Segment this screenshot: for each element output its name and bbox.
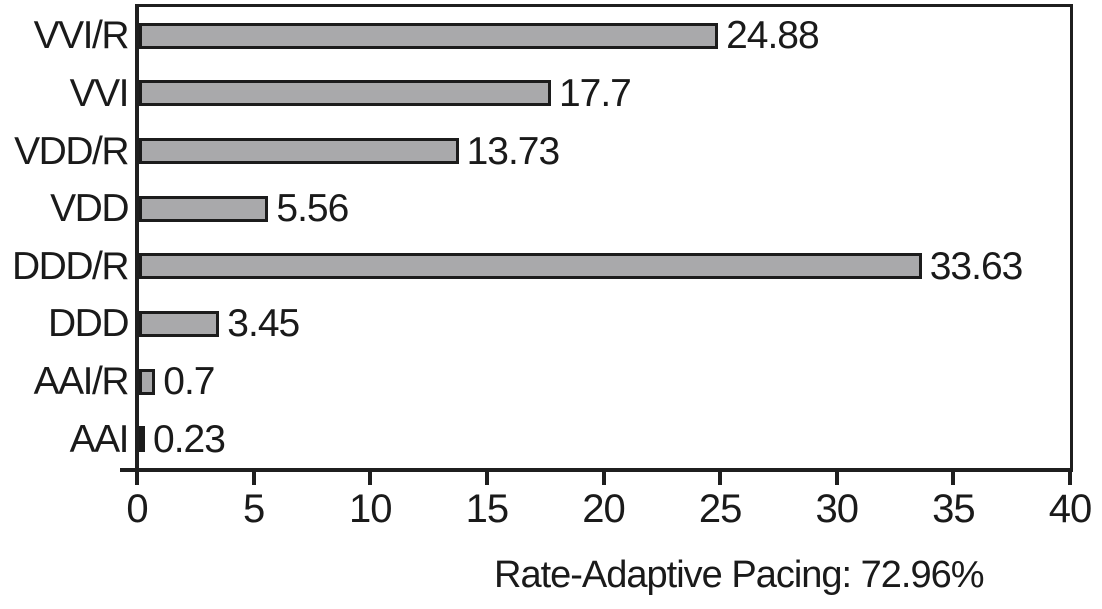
- category-label-vdd-r: VDD/R: [14, 129, 129, 173]
- y-axis-category-labels: VVI/R VVI VDD/R VDD DDD/R DDD AAI/R AAI: [0, 7, 130, 468]
- bar-row: 0.7: [139, 353, 1070, 411]
- category-label-vvi: VVI: [69, 71, 130, 115]
- tick-label: 20: [582, 487, 625, 531]
- bar-value-label: 24.88: [726, 14, 820, 58]
- tick-label: 25: [698, 487, 742, 531]
- bar-value-label: 17.7: [558, 71, 632, 115]
- tick-label: 0: [126, 487, 148, 531]
- tick-mark: [718, 472, 723, 485]
- category-label-ddd: DDD: [48, 302, 130, 346]
- category-label-aai: AAI: [69, 417, 130, 461]
- tick-mark: [135, 472, 139, 485]
- bar-row: 3.45: [139, 295, 1070, 353]
- bar-row: 13.73: [139, 122, 1070, 180]
- tick-mark: [251, 472, 256, 485]
- tick-label: 30: [815, 487, 859, 531]
- bar-value-label: 3.45: [227, 302, 300, 346]
- bar-ddd: [139, 310, 220, 337]
- tick-mark: [484, 472, 489, 485]
- category-label-ddd-r: DDD/R: [12, 244, 130, 288]
- bar-ddd-r: [139, 253, 922, 280]
- bar-row: 5.56: [139, 180, 1070, 238]
- category-label-vvi-r: VVI/R: [33, 14, 130, 58]
- bar-value-label: 13.73: [466, 129, 561, 173]
- bar-value-label: 0.23: [153, 417, 226, 461]
- tick-label: 40: [1048, 487, 1092, 531]
- tick-mark: [601, 472, 606, 485]
- x-axis-ticks: [135, 472, 1072, 485]
- bar-vvi: [139, 80, 551, 107]
- bar-row: 33.63: [139, 238, 1070, 296]
- bar-row: 0.23: [139, 410, 1070, 468]
- chart-caption: Rate-Adaptive Pacing: 72.96%: [494, 554, 985, 596]
- bar-row: 17.7: [139, 65, 1070, 123]
- bar-value-label: 33.63: [929, 244, 1024, 288]
- bar-aai-r: [139, 368, 156, 395]
- bar-vdd: [139, 195, 269, 222]
- tick-mark: [1068, 472, 1072, 485]
- bar-row: 24.88: [139, 7, 1070, 65]
- tick-label: 15: [465, 487, 509, 531]
- bar-value-label: 0.7: [163, 360, 215, 404]
- tick-mark: [951, 472, 956, 485]
- tick-mark: [368, 472, 373, 485]
- bar-vvi-r: [139, 22, 719, 49]
- x-axis-line: [120, 468, 1073, 472]
- bar-value-label: 5.56: [276, 187, 349, 231]
- tick-label: 5: [243, 487, 265, 531]
- tick-mark: [834, 472, 839, 485]
- plot-area: 24.88 17.7 13.73 5.56 33.63 3.45 0.7 0.: [135, 4, 1073, 468]
- category-label-vdd: VDD: [50, 187, 129, 231]
- tick-label: 10: [349, 487, 392, 531]
- x-axis-tick-labels: 0 5 10 15 20 25 30 35 40: [126, 487, 1092, 533]
- category-label-aai-r: AAI/R: [33, 360, 130, 404]
- bar-aai: [139, 426, 145, 453]
- tick-label: 35: [932, 487, 975, 531]
- bar-vdd-r: [139, 138, 459, 165]
